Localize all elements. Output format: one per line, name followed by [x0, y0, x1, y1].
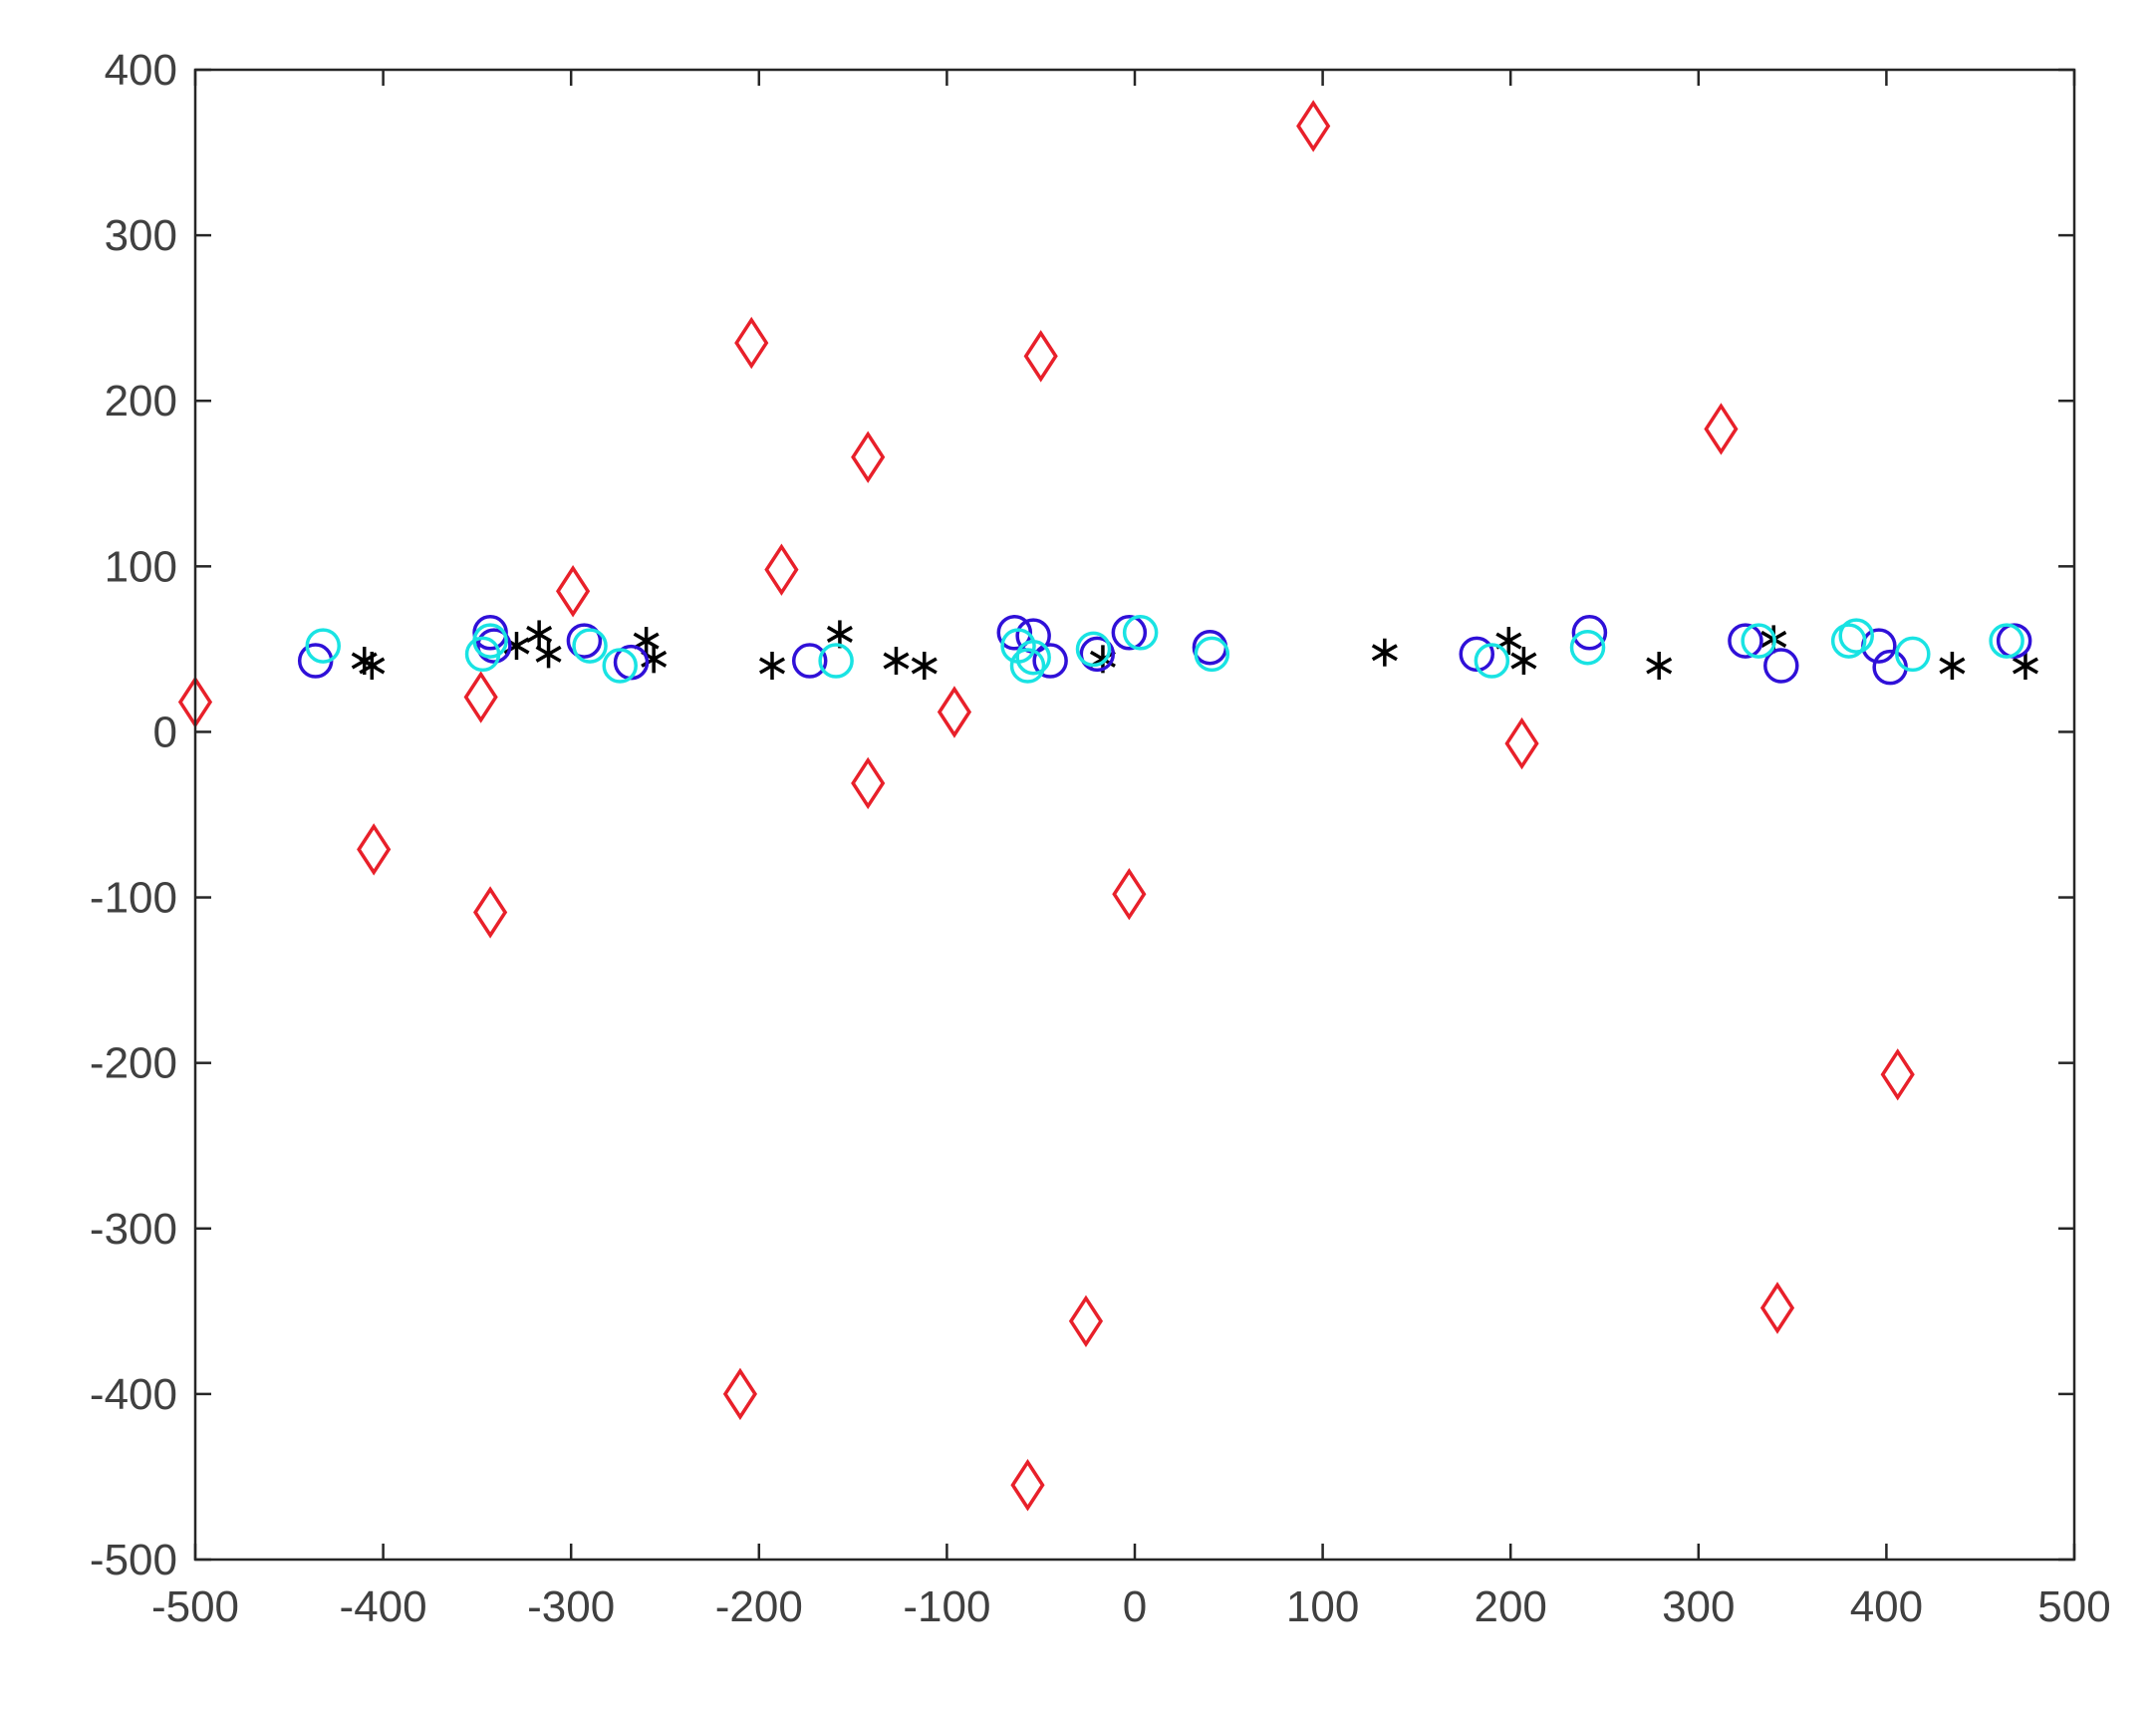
diamond-point [1112, 868, 1147, 921]
asterisk-point [1371, 638, 1398, 667]
circle-point [1079, 636, 1116, 673]
circle-point [1830, 623, 1867, 659]
circle-point [1763, 648, 1799, 684]
x-tick-label: 300 [1662, 1582, 1735, 1631]
diamond-point [851, 756, 886, 810]
data-marks [177, 100, 2038, 1512]
x-tick-label: -100 [903, 1582, 990, 1631]
circle-point [1895, 636, 1931, 673]
circle-point [1474, 643, 1510, 679]
diamond-point [1296, 100, 1331, 152]
y-tick-label: 100 [105, 542, 177, 591]
circle-point [1569, 629, 1606, 666]
circle-point [1032, 643, 1068, 679]
circle-point [1571, 615, 1608, 651]
asterisk-point [535, 640, 562, 669]
diamond-point [1880, 1048, 1915, 1101]
x-tick-label: -300 [527, 1582, 615, 1631]
diamond-point [1010, 1459, 1045, 1512]
circle-point [1838, 618, 1874, 654]
x-tick-label: 100 [1286, 1582, 1359, 1631]
asterisk-point [759, 652, 786, 680]
x-tick-label: 500 [2037, 1582, 2110, 1631]
asterisk-point [359, 652, 386, 680]
circle-point [1111, 615, 1148, 651]
diamond-point [473, 886, 508, 939]
y-tick-label: -500 [90, 1536, 177, 1584]
diamond-point [722, 1367, 758, 1421]
asterisk-point [911, 652, 938, 680]
circle-point [1989, 623, 2024, 659]
circle-point [1009, 648, 1046, 684]
asterisk-point [883, 647, 910, 676]
circle-point [1728, 623, 1763, 659]
diamond-point [1759, 1282, 1795, 1334]
y-axis-tick-labels: -500 -400 -300 -200 -100 0 100 200 300 400 [90, 46, 177, 1584]
x-axis-tick-labels: -500 -400 -300 -200 -100 0 100 200 300 400 500 [151, 1582, 2111, 1631]
x-tick-label: 200 [1474, 1582, 1546, 1631]
circle-point [1459, 636, 1495, 673]
x-tick-label: 0 [1123, 1582, 1147, 1631]
x-tick-label: 400 [1850, 1582, 1923, 1631]
diamond-point [463, 671, 498, 723]
asterisk-point [526, 620, 553, 649]
circle-point [566, 623, 603, 659]
circle-point [1122, 615, 1159, 651]
y-tick-label: -200 [90, 1039, 177, 1088]
diamond-point [764, 543, 799, 596]
circle-point [602, 648, 638, 684]
circle-point [996, 615, 1033, 651]
circle-point [1015, 639, 1051, 676]
y-tick-label: 400 [105, 46, 177, 95]
circle-point [818, 643, 854, 679]
series-3 [305, 615, 2024, 684]
diamond-point [1068, 1294, 1104, 1348]
circle-point [472, 615, 508, 651]
series-1 [351, 620, 2038, 680]
x-tick-label: -500 [151, 1582, 239, 1631]
circle-point [305, 628, 341, 664]
asterisk-point [1510, 647, 1537, 676]
diamond-point [357, 823, 392, 876]
diamond-point [555, 565, 591, 618]
y-tick-label: 300 [105, 211, 177, 260]
circle-point [476, 628, 512, 664]
circle-point [472, 623, 508, 659]
circle-point [1741, 623, 1776, 659]
diamond-point [734, 316, 769, 370]
y-tick-label: -300 [90, 1205, 177, 1254]
y-tick-label: 200 [105, 377, 177, 426]
diamond-point [1704, 403, 1739, 455]
y-tick-label: -400 [90, 1370, 177, 1419]
circle-point [1194, 636, 1230, 673]
axes-frame [193, 68, 2076, 1562]
circle-point [1075, 631, 1112, 668]
asterisk-point [1646, 652, 1673, 680]
diamond-point [937, 686, 972, 738]
diamond-point [1504, 716, 1539, 770]
circle-point [791, 643, 828, 679]
asterisk-point [2012, 652, 2038, 680]
x-tick-label: -200 [715, 1582, 803, 1631]
asterisk-point [1939, 652, 1966, 680]
x-tick-label: -400 [340, 1582, 427, 1631]
diamond-point [1023, 330, 1058, 383]
y-tick-label: -100 [90, 874, 177, 923]
y-tick-label: 0 [153, 708, 177, 756]
diamond-point [851, 430, 886, 483]
series-0 [177, 100, 1915, 1512]
circle-point [572, 628, 608, 664]
